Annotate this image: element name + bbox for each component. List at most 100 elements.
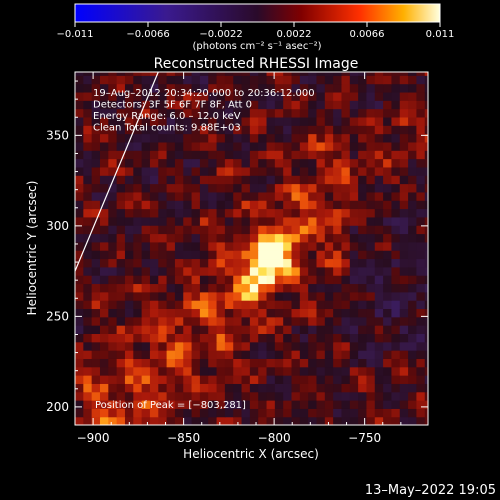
heatmap-cell <box>249 183 259 193</box>
heatmap-cell <box>91 225 101 235</box>
heatmap-cell <box>308 283 318 293</box>
heatmap-cell <box>399 258 409 268</box>
heatmap-cell <box>191 383 201 393</box>
heatmap-cell <box>233 216 243 226</box>
heatmap-cell <box>283 75 293 85</box>
heatmap-cell <box>308 116 318 126</box>
heatmap-cell <box>108 91 118 101</box>
heatmap-cell <box>341 325 351 334</box>
heatmap-cell <box>316 183 326 193</box>
heatmap-cell <box>416 72 426 76</box>
heatmap-cell <box>124 258 134 268</box>
heatmap-cell <box>124 333 134 343</box>
heatmap-cell <box>108 350 118 359</box>
heatmap-cell <box>174 191 184 201</box>
heatmap-cell <box>358 375 368 384</box>
heatmap-cell <box>266 400 276 409</box>
heatmap-cell <box>408 341 418 351</box>
heatmap-cell <box>208 350 218 359</box>
heatmap-cell <box>116 72 126 76</box>
heatmap-cell <box>283 400 293 409</box>
heatmap-cell <box>174 208 184 218</box>
heatmap-cell <box>199 391 209 401</box>
heatmap-cell <box>149 316 159 326</box>
heatmap-cell <box>366 216 376 226</box>
heatmap-cell <box>424 200 428 210</box>
heatmap-cell <box>383 333 393 343</box>
heatmap-cell <box>249 216 259 226</box>
heatmap-cell <box>399 325 409 334</box>
heatmap-cell <box>408 133 418 143</box>
heatmap-cell <box>308 250 318 260</box>
heatmap-cell <box>374 100 384 110</box>
heatmap-cell <box>358 366 368 376</box>
heatmap-cell <box>308 275 318 285</box>
heatmap-cell <box>358 150 368 160</box>
heatmap-cell <box>83 241 93 251</box>
heatmap-cell <box>349 200 359 210</box>
heatmap-cell <box>116 275 126 285</box>
heatmap-cell <box>324 266 334 276</box>
heatmap-cell <box>333 225 343 235</box>
heatmap-cell <box>274 141 284 151</box>
heatmap-cell <box>124 300 134 310</box>
heatmap-cell <box>191 75 201 85</box>
heatmap-cell <box>349 175 359 185</box>
heatmap-cell <box>108 291 118 301</box>
heatmap-cell <box>399 233 409 243</box>
heatmap-cell <box>333 325 343 334</box>
heatmap-cell <box>166 100 176 110</box>
heatmap-cell <box>299 250 309 260</box>
heatmap-cell <box>408 233 418 243</box>
heatmap-cell <box>366 250 376 260</box>
heatmap-cell <box>274 400 284 409</box>
heatmap-cell <box>83 291 93 301</box>
heatmap-cell <box>216 358 226 368</box>
heatmap-cell <box>224 150 234 160</box>
heatmap-cell <box>149 166 159 176</box>
heatmap-cell <box>383 350 393 359</box>
heatmap-cell <box>308 83 318 93</box>
heatmap-cell <box>116 208 126 218</box>
y-tick-label: 250 <box>46 309 69 323</box>
heatmap-cell <box>341 350 351 359</box>
heatmap-cell <box>333 375 343 384</box>
heatmap-cell <box>358 91 368 101</box>
heatmap-cell <box>233 100 243 110</box>
heatmap-cell <box>199 325 209 334</box>
heatmap-cell <box>83 300 93 310</box>
heatmap-cell <box>299 266 309 276</box>
heatmap-cell <box>158 108 168 118</box>
heatmap-cell <box>341 375 351 384</box>
heatmap-cell <box>91 116 101 126</box>
heatmap-cell <box>391 325 401 334</box>
heatmap-cell <box>324 208 334 218</box>
heatmap-cell <box>366 100 376 110</box>
heatmap-cell <box>199 400 209 409</box>
heatmap-cell <box>383 250 393 260</box>
heatmap-cell <box>366 291 376 301</box>
heatmap-cell <box>174 375 184 384</box>
heatmap-cell <box>274 291 284 301</box>
heatmap-cell <box>75 325 84 334</box>
heatmap-cell <box>308 416 318 425</box>
heatmap-cell <box>383 383 393 393</box>
heatmap-cell <box>249 300 259 310</box>
heatmap-cell <box>174 250 184 260</box>
heatmap-cell <box>141 216 151 226</box>
heatmap-cell <box>75 258 84 268</box>
heatmap-cell <box>141 166 151 176</box>
heatmap-cell <box>408 225 418 235</box>
heatmap-cell <box>116 366 126 376</box>
heatmap-cell <box>341 191 351 201</box>
heatmap-cell <box>149 200 159 210</box>
heatmap-cell <box>208 333 218 343</box>
heatmap-cell <box>374 383 384 393</box>
heatmap-cell <box>158 83 168 93</box>
heatmap-cell <box>416 350 426 359</box>
heatmap-cell <box>299 133 309 143</box>
heatmap-cell <box>83 341 93 351</box>
heatmap-cell <box>266 291 276 301</box>
colorbar-gradient <box>74 3 441 23</box>
